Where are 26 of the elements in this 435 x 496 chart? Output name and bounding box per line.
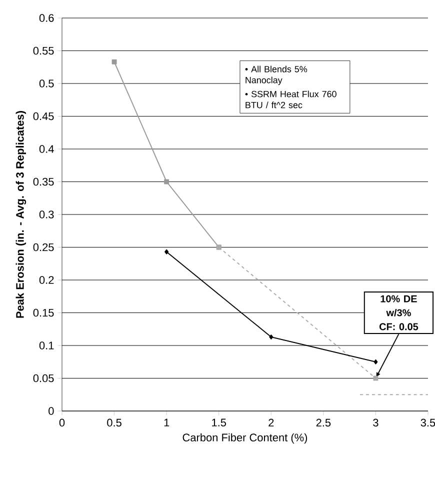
- x-tick-label: 3.5: [420, 418, 435, 427]
- y-tick-label: 0.1: [39, 342, 54, 350]
- annotation: • All Blends 5% Nanoclay: [245, 66, 308, 86]
- y-tick-label: 0: [48, 407, 54, 415]
- x-tick-label: 2: [268, 418, 274, 426]
- y-tick-label: 0.05: [33, 374, 54, 382]
- x-tick-label: 2.5: [316, 418, 331, 427]
- x-tick-label: 0: [59, 418, 65, 427]
- y-tick-label: 0.25: [33, 243, 54, 252]
- annotation: • SSRM Heat Flux 760 BTU / ft^2 sec: [245, 90, 336, 108]
- y-tick-label: 0.55: [33, 46, 54, 55]
- y-tick-label: 0.5: [39, 80, 54, 88]
- y-tick-label: 0.35: [33, 178, 54, 186]
- x-tick-label: 1: [164, 418, 170, 426]
- y-tick-label: 0.6: [39, 14, 54, 22]
- y-tick-label: 0.45: [33, 112, 54, 120]
- y-tick-label: 0.4: [39, 145, 54, 153]
- annotation: 10% DE w/3% CF: 0.05: [379, 295, 418, 330]
- x-tick-label: 1.5: [212, 418, 226, 426]
- x-tick-label: 3: [373, 418, 378, 427]
- x-tick-label: 0.5: [107, 418, 122, 427]
- x-axis-title: Carbon Fiber Content (%): [182, 433, 308, 444]
- y-tick-label: 0.3: [39, 210, 54, 218]
- y-tick-label: 0.2: [39, 276, 54, 284]
- y-tick-label: 0.15: [33, 308, 54, 317]
- y-axis-title: Peak Erosion (in. - Avg. of 3 Replicates): [16, 111, 26, 318]
